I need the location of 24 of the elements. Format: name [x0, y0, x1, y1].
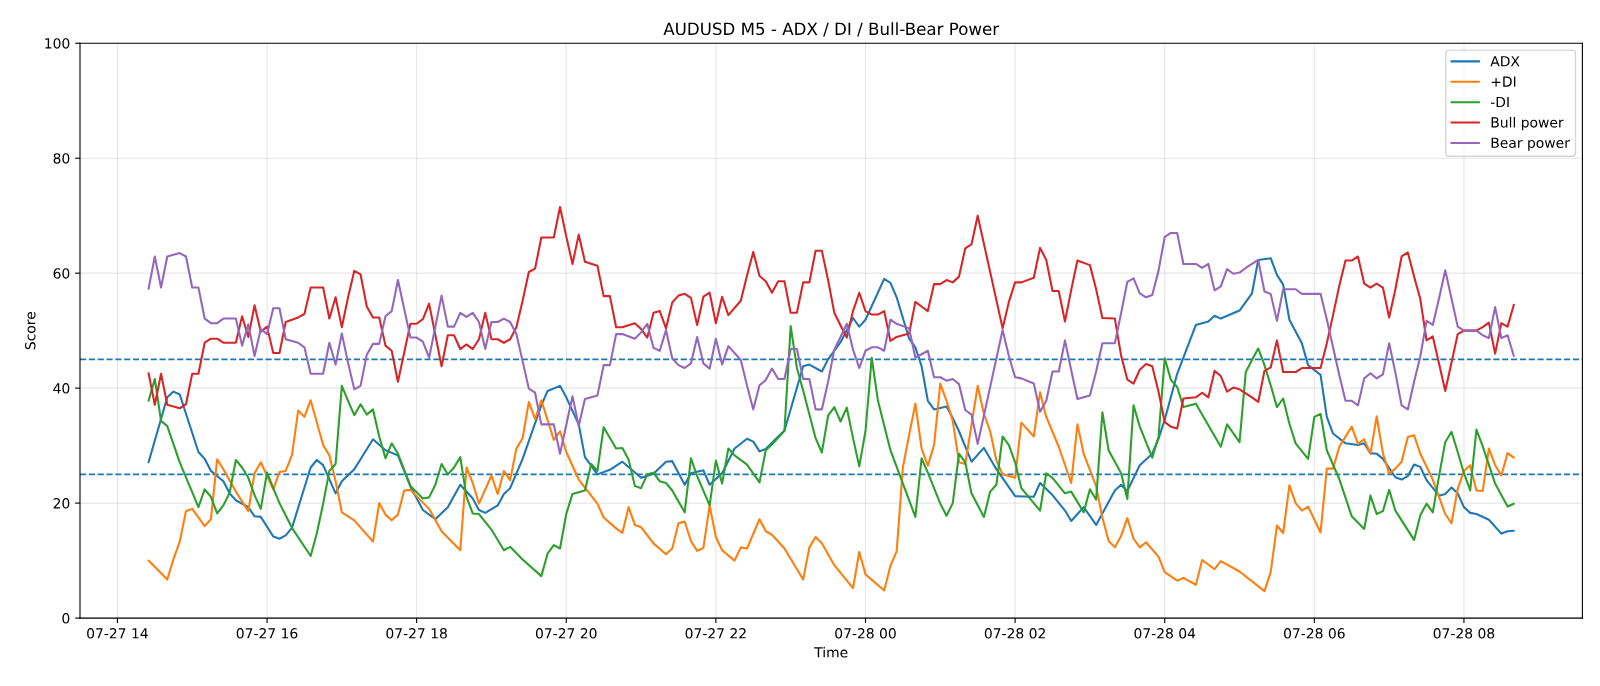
- y-tick-label: 80: [53, 153, 70, 164]
- x-tick-label: 07-27 20: [535, 628, 597, 639]
- x-axis-title: Time: [814, 646, 848, 658]
- x-tick-label: 07-27 18: [386, 628, 447, 639]
- x-tick-label: 07-28 08: [1433, 628, 1495, 639]
- chart-title: AUDUSD M5 - ADX / DI / Bull-Bear Power: [663, 22, 1000, 37]
- legend-label: -DI: [1490, 96, 1509, 108]
- x-tick-label: 07-28 04: [1134, 628, 1196, 639]
- y-tick-label: 0: [62, 613, 70, 624]
- legend-label: ADX: [1490, 56, 1520, 67]
- y-tick-label: 20: [53, 498, 70, 509]
- x-tick-label: 07-27 22: [685, 628, 746, 639]
- x-tick-label: 07-28 06: [1284, 628, 1345, 639]
- x-tick-label: 07-28 00: [835, 628, 896, 639]
- x-tick-label: 07-27 14: [87, 628, 148, 639]
- legend-label: +DI: [1491, 76, 1516, 87]
- y-tick-label: 100: [45, 38, 70, 49]
- y-tick-label: 60: [53, 268, 70, 279]
- x-tick-label: 07-27 16: [236, 628, 298, 639]
- x-tick-label: 07-28 02: [984, 628, 1045, 639]
- y-tick-label: 40: [53, 383, 70, 394]
- legend-label: Bull power: [1491, 116, 1564, 131]
- legend-label: Bear power: [1491, 137, 1570, 151]
- y-axis-title: Score: [25, 311, 36, 350]
